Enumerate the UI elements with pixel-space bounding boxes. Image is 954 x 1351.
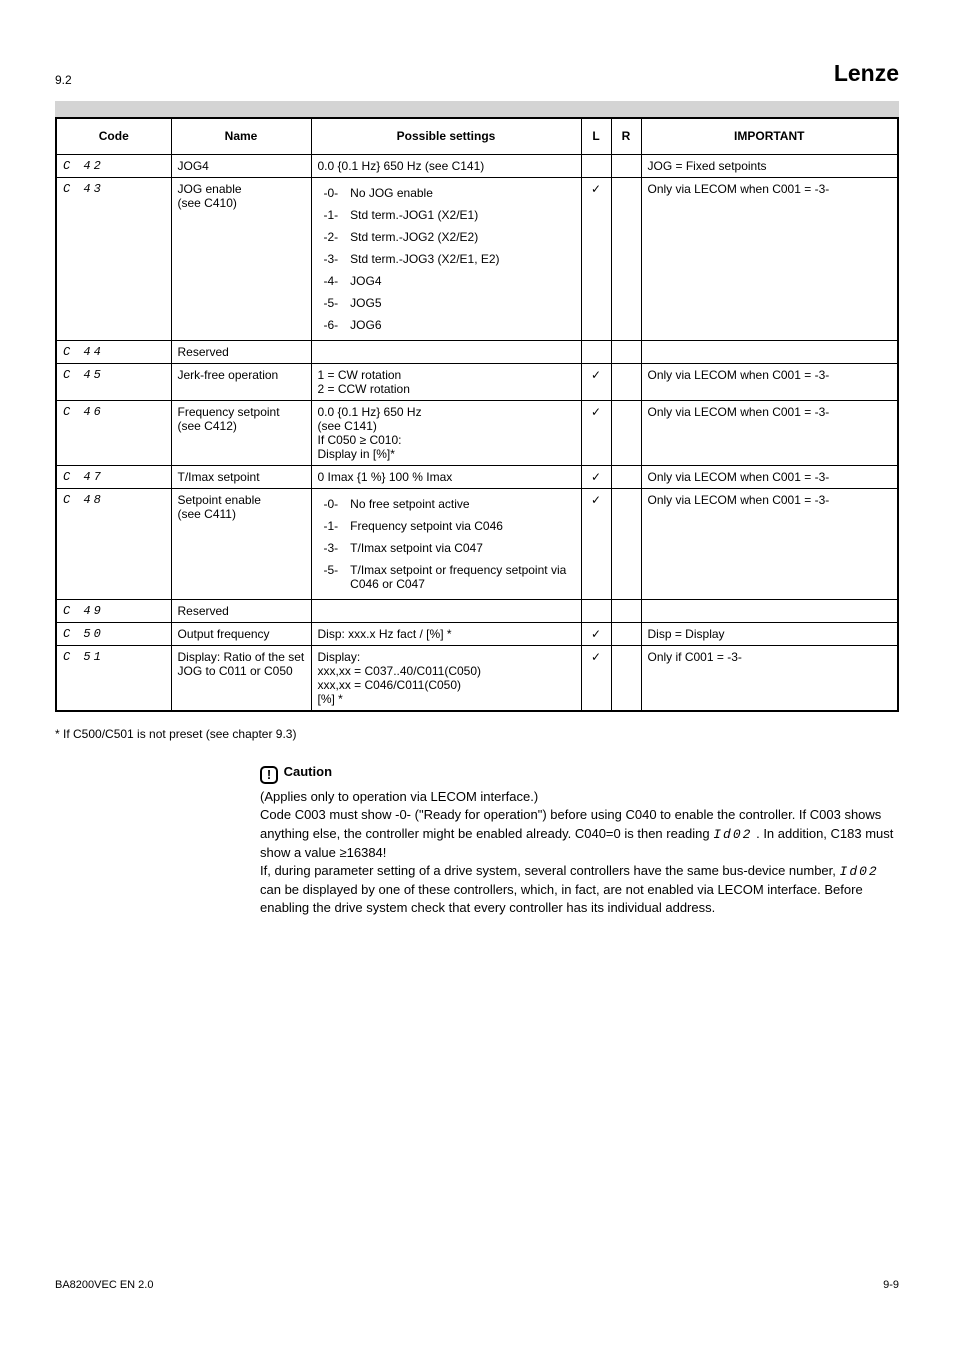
cell-lecom: ✓	[581, 465, 611, 488]
cell-settings: -0-No JOG enable-1-Std term.-JOG1 (X2/E1…	[311, 177, 581, 340]
cell-lecom: ✓	[581, 488, 611, 599]
cell-code: C 51	[56, 645, 171, 711]
cell-settings: Display: xxx,xx = C037..40/C011(C050) xx…	[311, 645, 581, 711]
table-row: C 44Reserved	[56, 340, 898, 363]
caution-body-3: can be displayed by one of these control…	[260, 882, 863, 915]
cell-r	[611, 400, 641, 465]
cell-r	[611, 599, 641, 622]
cell-name: JOG4	[171, 154, 311, 177]
cell-important	[641, 340, 898, 363]
col-important: IMPORTANT	[641, 118, 898, 154]
table-row: C 48Setpoint enable (see C411)-0-No free…	[56, 488, 898, 599]
cell-code: C 43	[56, 177, 171, 340]
table-row: C 46Frequency setpoint (see C412)0.0 {0.…	[56, 400, 898, 465]
page-header: 9.2 Lenze	[55, 60, 899, 87]
cell-name: Jerk-free operation	[171, 363, 311, 400]
cell-important: Disp = Display	[641, 622, 898, 645]
cell-name: Display: Ratio of the set JOG to C011 or…	[171, 645, 311, 711]
cell-r	[611, 465, 641, 488]
cell-name: Reserved	[171, 599, 311, 622]
footer-doc-id: BA8200VEC EN 2.0	[55, 1279, 153, 1291]
cell-name: Output frequency	[171, 622, 311, 645]
cell-r	[611, 363, 641, 400]
col-l: L	[581, 118, 611, 154]
cell-settings: 1 = CW rotation 2 = CCW rotation	[311, 363, 581, 400]
cell-important: Only via LECOM when C001 = -3-	[641, 400, 898, 465]
cell-lecom	[581, 154, 611, 177]
caution-icon: !	[260, 766, 278, 784]
table-row: C 42JOG40.0 {0.1 Hz} 650 Hz (see C141) JO…	[56, 154, 898, 177]
asterisk-note: * If C500/C501 is not preset (see chapte…	[55, 726, 899, 743]
cell-settings: 0.0 {0.1 Hz} 650 Hz (see C141)	[311, 154, 581, 177]
cell-settings: 0.0 {0.1 Hz} 650 Hz (see C141) If C050 ≥…	[311, 400, 581, 465]
cell-settings	[311, 340, 581, 363]
cell-r	[611, 622, 641, 645]
cell-r	[611, 645, 641, 711]
cell-important: Only via LECOM when C001 = -3-	[641, 363, 898, 400]
cell-code: C 46	[56, 400, 171, 465]
cell-important: Only if C001 = -3-	[641, 645, 898, 711]
cell-important	[641, 599, 898, 622]
id02-glyph-2: Id02	[840, 864, 879, 879]
cell-code: C 44	[56, 340, 171, 363]
cell-lecom: ✓	[581, 363, 611, 400]
col-r: R	[611, 118, 641, 154]
caution-label: Caution	[284, 764, 332, 779]
cell-r	[611, 488, 641, 599]
cell-important: Only via LECOM when C001 = -3-	[641, 177, 898, 340]
cell-code: C 45	[56, 363, 171, 400]
title-divider-bar	[55, 101, 899, 117]
footer-page-no: 9-9	[883, 1279, 899, 1291]
cell-lecom	[581, 340, 611, 363]
code-table: Code Name Possible settings L R IMPORTAN…	[55, 117, 899, 712]
id02-glyph-1: Id02	[713, 827, 752, 842]
table-header-row: Code Name Possible settings L R IMPORTAN…	[56, 118, 898, 154]
cell-lecom: ✓	[581, 177, 611, 340]
cell-important: Only via LECOM when C001 = -3-	[641, 465, 898, 488]
cell-name: Reserved	[171, 340, 311, 363]
cell-lecom: ✓	[581, 400, 611, 465]
cell-r	[611, 177, 641, 340]
cell-code: C 47	[56, 465, 171, 488]
table-row: C 45Jerk-free operation1 = CW rotation 2…	[56, 363, 898, 400]
table-row: C 43JOG enable (see C410)-0-No JOG enabl…	[56, 177, 898, 340]
col-code: Code	[56, 118, 171, 154]
cell-name: JOG enable (see C410)	[171, 177, 311, 340]
col-settings: Possible settings	[311, 118, 581, 154]
cell-code: C 42	[56, 154, 171, 177]
cell-name: Frequency setpoint (see C412)	[171, 400, 311, 465]
cell-name: T/Imax setpoint	[171, 465, 311, 488]
cell-settings: 0 Imax {1 %} 100 % Imax	[311, 465, 581, 488]
cell-lecom: ✓	[581, 622, 611, 645]
section-number: 9.2	[55, 73, 72, 87]
cell-code: C 48	[56, 488, 171, 599]
page-footer: BA8200VEC EN 2.0 9-9	[55, 1279, 899, 1291]
cell-code: C 50	[56, 622, 171, 645]
table-row: C 50Output frequencyDisp: xxx.x Hz fact …	[56, 622, 898, 645]
col-name: Name	[171, 118, 311, 154]
cell-name: Setpoint enable (see C411)	[171, 488, 311, 599]
cell-important: JOG = Fixed setpoints	[641, 154, 898, 177]
cell-r	[611, 340, 641, 363]
table-row: C 51Display: Ratio of the set JOG to C01…	[56, 645, 898, 711]
cell-settings: -0-No free setpoint active-1-Frequency s…	[311, 488, 581, 599]
caution-block: ! Caution (Applies only to operation via…	[55, 760, 899, 920]
cell-settings: Disp: xxx.x Hz fact / [%] *	[311, 622, 581, 645]
cell-settings	[311, 599, 581, 622]
table-row: C 49Reserved	[56, 599, 898, 622]
table-row: C 47T/Imax setpoint0 Imax {1 %} 100 % Im…	[56, 465, 898, 488]
cell-code: C 49	[56, 599, 171, 622]
cell-important: Only via LECOM when C001 = -3-	[641, 488, 898, 599]
cell-lecom	[581, 599, 611, 622]
brand-title: Lenze	[834, 60, 899, 87]
cell-r	[611, 154, 641, 177]
cell-lecom: ✓	[581, 645, 611, 711]
